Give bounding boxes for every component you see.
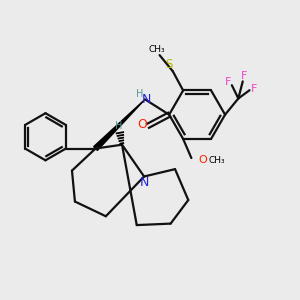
Text: O: O: [137, 118, 147, 131]
Text: S: S: [166, 58, 173, 71]
Text: CH₃: CH₃: [149, 45, 166, 54]
Text: O: O: [198, 155, 207, 165]
Text: N: N: [140, 176, 149, 189]
Text: F: F: [250, 84, 257, 94]
Text: F: F: [241, 71, 247, 81]
Text: CH₃: CH₃: [208, 156, 225, 165]
Polygon shape: [94, 99, 145, 150]
Text: H: H: [115, 121, 122, 131]
Text: H: H: [136, 89, 143, 99]
Text: F: F: [225, 77, 232, 87]
Text: N: N: [142, 93, 151, 106]
